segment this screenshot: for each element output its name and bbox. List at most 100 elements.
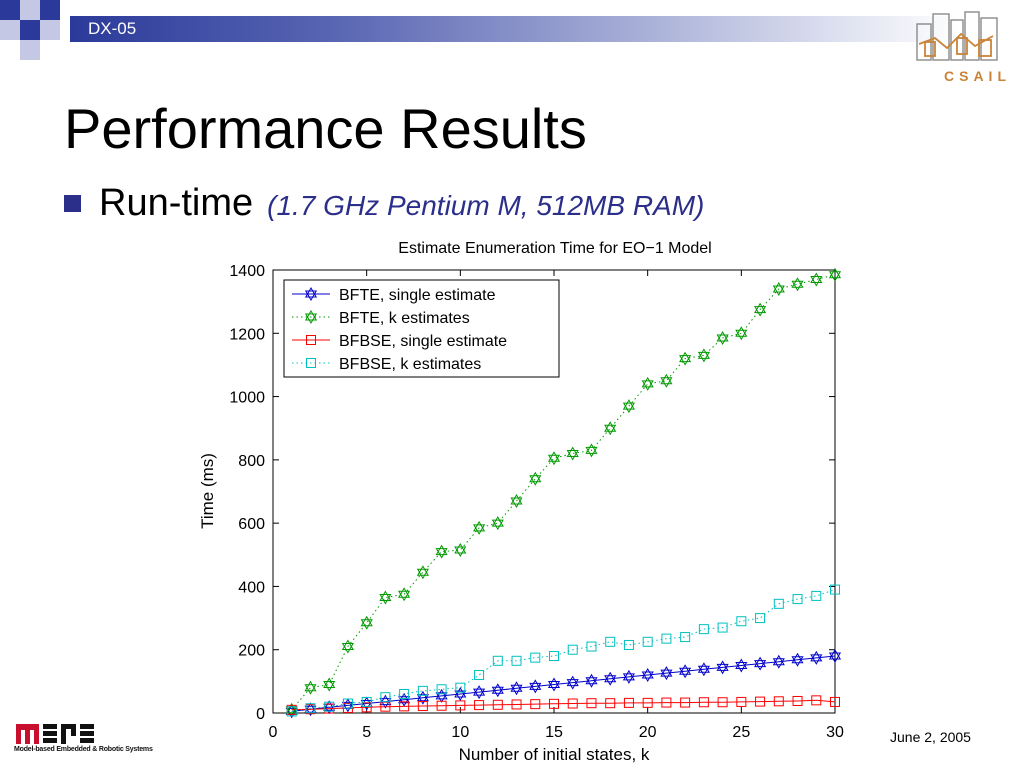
data-point [304, 680, 317, 695]
x-tick-label: 10 [451, 724, 469, 741]
data-point [735, 658, 748, 673]
legend-label: BFBSE, single estimate [339, 333, 507, 350]
data-point [341, 639, 354, 654]
data-point [492, 655, 503, 666]
data-point [660, 373, 673, 388]
data-point [416, 690, 429, 705]
data-point [642, 697, 653, 708]
data-point [716, 331, 729, 345]
deco-square [40, 0, 60, 20]
data-point [436, 700, 447, 711]
series-line [291, 589, 836, 712]
data-point [754, 656, 767, 671]
series-2 [285, 267, 842, 717]
data-point [473, 685, 486, 700]
data-point [622, 399, 635, 414]
data-point [454, 543, 467, 557]
header-band-label: DX-05 [88, 19, 137, 38]
data-point [754, 302, 767, 317]
data-point [697, 662, 710, 677]
data-point [529, 471, 542, 486]
data-point [585, 673, 598, 688]
data-point [286, 706, 297, 717]
data-point [717, 697, 728, 708]
data-point [474, 670, 485, 681]
data-point [474, 700, 485, 711]
data-point [492, 699, 503, 710]
data-point [567, 698, 578, 709]
bullet-main-text: Run-time [99, 182, 254, 224]
mers-logo [16, 724, 94, 744]
data-point [305, 703, 316, 714]
data-point [679, 351, 692, 366]
x-axis-label: Number of initial states, k [459, 745, 650, 764]
data-point [491, 683, 504, 698]
data-point [473, 520, 486, 535]
data-point [811, 590, 822, 601]
bullet-square-icon [64, 195, 81, 212]
bullet-note-text: (1.7 GHz Pentium M, 512MB RAM) [267, 190, 705, 221]
x-tick-label: 20 [639, 724, 657, 741]
chart-title: Estimate Enumeration Time for EO−1 Model [398, 240, 711, 257]
data-point [605, 636, 616, 647]
legend-box [283, 279, 560, 378]
data-point [455, 700, 466, 711]
y-tick-label: 600 [238, 516, 265, 533]
y-tick-label: 1400 [229, 263, 265, 280]
data-point [567, 644, 578, 655]
bullet-item: Run-time (1.7 GHz Pentium M, 512MB RAM) [64, 182, 704, 225]
data-point [810, 272, 823, 287]
legend-item: BFBSE, single estimate [292, 333, 507, 350]
data-point [547, 677, 561, 692]
series-4 [286, 584, 840, 717]
data-point [416, 565, 429, 580]
legend-label: BFTE, k estimates [339, 310, 470, 327]
data-point [772, 654, 785, 669]
data-point [680, 632, 691, 643]
slide-date: June 2, 2005 [890, 729, 971, 745]
data-point [641, 376, 654, 391]
data-point [324, 701, 335, 712]
data-point [510, 494, 523, 508]
legend-item: BFTE, single estimate [292, 287, 496, 304]
data-point [792, 695, 803, 706]
y-tick-label: 800 [238, 453, 265, 470]
data-point [361, 702, 372, 713]
data-point [792, 594, 803, 605]
deco-square [20, 40, 40, 60]
data-point [549, 698, 559, 709]
data-point [511, 699, 522, 710]
data-point [828, 649, 842, 663]
legend-item: BFBSE, k estimates [292, 356, 481, 373]
y-tick-label: 400 [238, 579, 265, 596]
data-point [435, 688, 448, 703]
data-point [791, 277, 804, 292]
legend-marker [306, 335, 316, 345]
data-point [736, 616, 747, 627]
data-point [660, 666, 673, 681]
data-point [828, 267, 842, 282]
data-point [755, 696, 766, 707]
data-point [510, 681, 523, 696]
legend-label: BFBSE, k estimates [339, 356, 481, 373]
data-point [642, 636, 653, 647]
data-point [773, 696, 784, 707]
data-point [455, 682, 466, 693]
deco-square [20, 20, 40, 40]
legend-item: BFTE, k estimates [292, 310, 470, 327]
data-point [549, 651, 559, 662]
data-point [342, 698, 353, 709]
data-point [661, 697, 672, 708]
data-point [399, 701, 410, 712]
data-point [641, 668, 654, 682]
deco-square [0, 20, 20, 40]
slide-title: Performance Results [64, 97, 587, 160]
legend-marker [304, 310, 318, 324]
x-tick-label: 30 [826, 724, 844, 741]
x-tick-label: 15 [545, 724, 563, 741]
data-point [698, 624, 709, 635]
data-point [680, 697, 691, 708]
y-axis: 0 200 400 600 800 1000 1200 1400 [229, 263, 835, 723]
data-point [736, 696, 747, 707]
deco-square [40, 20, 60, 40]
